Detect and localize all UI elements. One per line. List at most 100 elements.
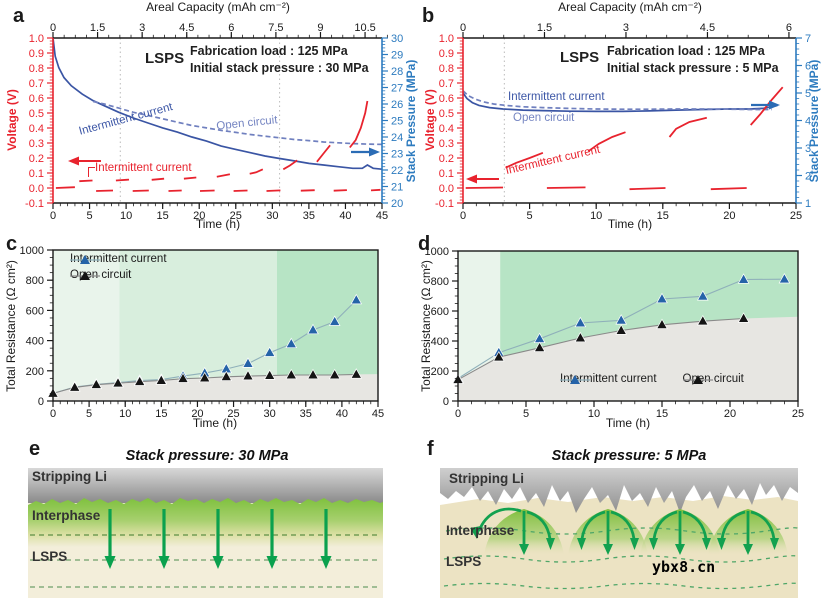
gray-area [53, 374, 378, 401]
stripping-li-layer [28, 468, 383, 503]
tick-label: 400 [26, 336, 44, 348]
tick-label: 21 [391, 182, 403, 194]
data-point [307, 323, 319, 335]
tick-label: 10.5 [354, 22, 375, 34]
panel-d-letter: d [418, 233, 431, 255]
tick-label: 1.5 [90, 22, 105, 34]
tick-label: 20 [723, 210, 735, 222]
panel-d-legend: Intermittent current Open circuit [560, 372, 744, 388]
tick-label: 25 [230, 210, 242, 222]
gray-area [458, 316, 798, 401]
data-point [263, 369, 276, 380]
tick-label: 20 [391, 198, 403, 210]
tick-label: 3 [623, 22, 629, 34]
panel-e-letter: e [29, 438, 41, 460]
tick-label: 40 [336, 408, 348, 420]
tick-label: 7 [805, 33, 811, 45]
voltage-segment [710, 187, 747, 191]
data-point [328, 368, 341, 380]
tick-label: 28 [391, 66, 403, 78]
panel-e-lsps-label: LSPS [32, 549, 68, 564]
panel-b-time-axis-title: Time (h) [607, 217, 653, 231]
voltage-segment [216, 173, 231, 178]
tick-label: 1.5 [537, 22, 552, 34]
panel-a-letter: a [13, 5, 25, 27]
tick-label: 0.3 [29, 138, 44, 150]
voltage-segment [132, 189, 149, 192]
panel-a-time-axis-title: Time (h) [195, 217, 241, 231]
tick-label: 25 [792, 408, 804, 420]
tick-label: 0.2 [439, 153, 454, 165]
tick-label: 6 [805, 61, 811, 73]
tick-label: 10 [590, 210, 602, 222]
voltage-segment [168, 189, 182, 192]
stripping-li-layer [440, 468, 798, 513]
data-point [90, 378, 103, 389]
tick-label: 23 [391, 149, 403, 161]
panel-a-info-line2: Initial stack pressure : 30 MPa [190, 61, 369, 75]
voltage-segment [316, 144, 331, 163]
tick-label: 0.0 [439, 183, 454, 195]
panel-b-voltage-axis-title: Voltage (V) [423, 89, 438, 151]
panel-e-title: Stack pressure: 30 MPa [125, 448, 289, 464]
voltage-segment [349, 100, 369, 149]
tick-label: 0.7 [29, 78, 44, 90]
tick-label: 0.6 [29, 93, 44, 105]
panel-e-stripping-li-label: Stripping Li [32, 469, 107, 484]
voltage-segment [587, 131, 626, 153]
tick-label: 0 [443, 396, 449, 408]
tick-label: 0.9 [29, 48, 44, 60]
tick-label: 3 [139, 22, 145, 34]
uniform-current-arrows [104, 509, 332, 569]
data-point [285, 368, 298, 380]
data-point [697, 290, 709, 301]
tick-label: 9 [317, 22, 323, 34]
tick-label: 0.8 [439, 63, 454, 75]
tick-label: 800 [26, 275, 44, 287]
legend-item-open-circuit: Open circuit [682, 372, 744, 388]
tick-label: 29 [391, 50, 403, 62]
tick-label: 0.9 [439, 48, 454, 60]
tick-label: 15 [657, 210, 669, 222]
data-point [533, 341, 546, 352]
data-point [615, 324, 627, 335]
tick-label: 0.7 [439, 78, 454, 90]
pressure-curve [462, 90, 772, 111]
voltage-segment [333, 189, 347, 192]
panel-b-open-circuit-label: Open circuit [513, 112, 575, 124]
voltage-segment [183, 176, 197, 180]
tick-label: 0 [50, 22, 56, 34]
tick-label: 800 [431, 276, 449, 288]
tick-label: 10 [119, 408, 131, 420]
panel-f-title: Stack pressure: 5 MPa [551, 448, 707, 464]
voltage-segment [249, 168, 264, 175]
data-point [198, 371, 211, 383]
data-point [328, 315, 341, 326]
tick-label: 20 [191, 408, 203, 420]
tick-label: 0.1 [439, 168, 454, 180]
tick-label: 0 [38, 396, 44, 408]
data-point [778, 272, 791, 284]
panel-d-resistance-axis-title: Total Resistance (Ω cm²) [419, 260, 434, 392]
data-point [697, 314, 709, 326]
legend-item-intermittent: Intermittent current [560, 372, 657, 388]
intermittent-marker-icon [560, 375, 590, 384]
tick-label: 2 [805, 171, 811, 183]
voltage-segment [629, 187, 666, 191]
panel-a-top-axis-title: Areal Capacity (mAh cm⁻²) [146, 0, 290, 14]
tick-label: 5 [86, 408, 92, 420]
panel-c-resistance-axis-title: Total Resistance (Ω cm²) [4, 260, 19, 392]
tick-label: 25 [227, 408, 239, 420]
voltage-segment [300, 189, 315, 192]
tick-label: -0.1 [25, 198, 44, 210]
panel-a-info-line1: Fabrication load : 125 MPa [190, 44, 348, 58]
tick-label: 25 [391, 116, 403, 128]
tick-label: 0 [460, 210, 466, 222]
panel-b-info-line1: Fabrication load : 125 MPa [607, 44, 765, 58]
tick-label: 30 [264, 408, 276, 420]
tick-label: 1.0 [439, 33, 454, 45]
tick-label: 200 [431, 366, 449, 378]
voltage-segment [199, 189, 215, 192]
open-circuit-marker-icon [682, 375, 713, 384]
legend-label: Intermittent current [560, 373, 657, 386]
